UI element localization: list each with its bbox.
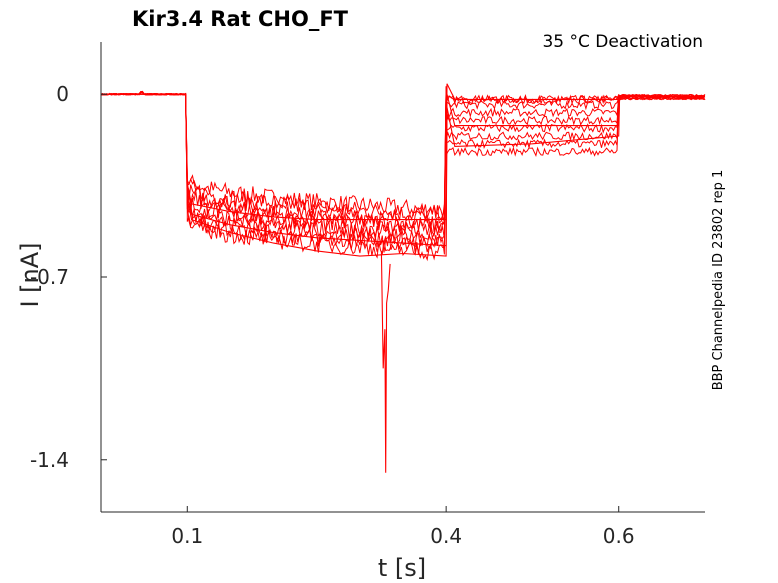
current-series (101, 93, 705, 257)
transient-spike (380, 250, 391, 473)
current-traces (100, 83, 706, 473)
chart-title: Kir3.4 Rat CHO_FT (132, 7, 349, 31)
current-sweep (100, 88, 706, 255)
y-tick-label: -1.4 (30, 448, 69, 472)
y-tick-label: -0.7 (30, 265, 69, 289)
axes (100, 42, 705, 513)
x-axis-title: t [s] (378, 554, 426, 582)
y-tick-label: 0 (56, 82, 69, 106)
current-sweep (101, 91, 706, 262)
x-tick-label: 0.1 (171, 524, 203, 548)
channelpedia-id-label: BBP Channelpedia ID 23802 rep 1 (711, 170, 726, 391)
ticks: 0.1 0.4 0.6 0 -0.7 -1.4 (30, 82, 635, 548)
current-sweep (100, 91, 706, 244)
current-series (101, 93, 705, 247)
current-sweep (100, 88, 706, 224)
x-tick-label: 0.4 (430, 524, 462, 548)
current-sweep (100, 88, 706, 238)
temperature-annotation: 35 °C Deactivation (542, 32, 703, 52)
current-sweep (100, 86, 706, 234)
x-tick-label: 0.6 (603, 524, 635, 548)
current-sweep (100, 90, 706, 229)
current-sweep (100, 86, 706, 218)
current-sweep (100, 86, 706, 248)
y-axis-title: I [nA] (16, 242, 44, 307)
current-series (101, 83, 706, 221)
